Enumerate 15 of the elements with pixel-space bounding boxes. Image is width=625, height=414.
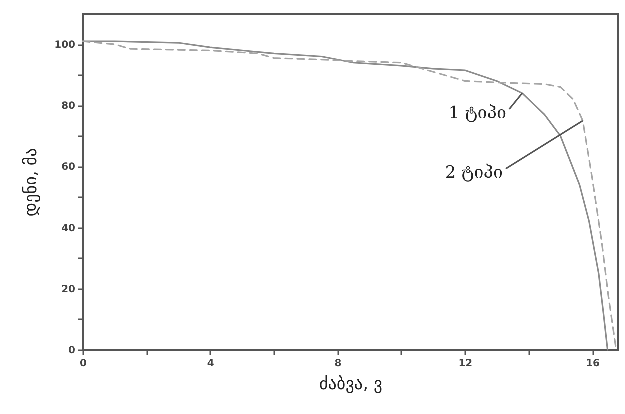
- x-tick-label: 12: [458, 358, 473, 370]
- y-axis-title: დენი, მა: [22, 148, 42, 217]
- x-tick-label: 0: [80, 358, 88, 370]
- annotation: 1 ტიპი: [448, 103, 506, 124]
- y-tick-label: 40: [62, 223, 76, 234]
- x-tick-label: 8: [334, 358, 342, 370]
- y-tick-label: 100: [54, 40, 76, 52]
- y-tick-label: 0: [68, 346, 76, 356]
- annotation: 2 ტიპი: [445, 162, 503, 183]
- x-tick-label: 4: [207, 358, 214, 370]
- y-tick-label: 20: [62, 284, 76, 296]
- x-tick-label: 16: [586, 358, 600, 370]
- y-tick-label: 80: [62, 101, 76, 112]
- x-axis-title: ძაბვა, ვ: [319, 374, 383, 394]
- y-tick-label: 60: [62, 162, 76, 174]
